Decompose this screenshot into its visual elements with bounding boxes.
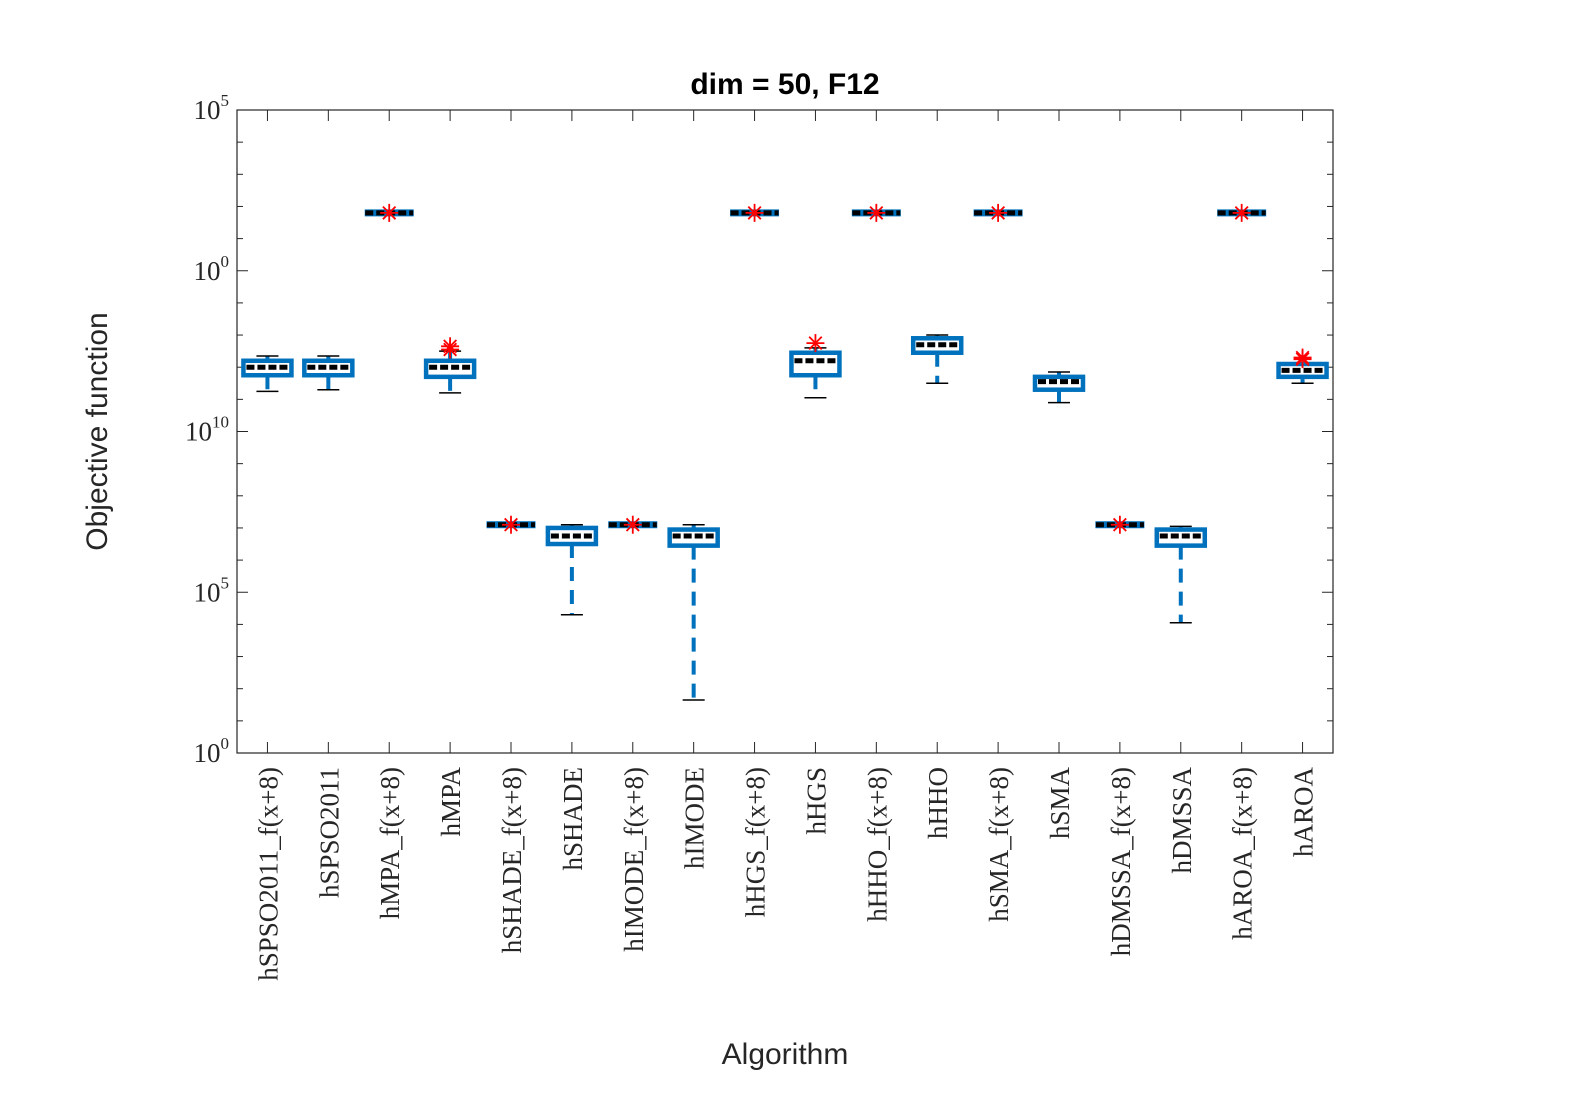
box-10 xyxy=(789,334,842,399)
x-tick-label: hDMSSA_f(x+8) xyxy=(1106,767,1136,956)
box xyxy=(1032,374,1086,392)
y-tick-exponent: 5 xyxy=(221,91,230,110)
x-tick-label: hSPSO2011_f(x+8) xyxy=(253,767,283,981)
box-8 xyxy=(667,523,720,701)
outlier-marker xyxy=(441,337,460,356)
box-2 xyxy=(302,355,355,391)
box-12 xyxy=(910,334,964,385)
outlier-marker xyxy=(1232,203,1251,222)
x-tick-label: hHGS_f(x+8) xyxy=(741,767,771,917)
axes-frame xyxy=(236,109,1334,754)
outlier-marker xyxy=(806,334,825,353)
box xyxy=(667,527,720,548)
x-tick-label: hSHADE xyxy=(558,767,588,871)
box-15 xyxy=(1095,515,1145,534)
box-13 xyxy=(973,203,1023,222)
y-tick-label: 105 xyxy=(194,91,230,125)
box xyxy=(241,358,294,378)
outlier-marker xyxy=(380,203,399,222)
y-tick-label: 100 xyxy=(194,252,230,286)
box xyxy=(789,350,842,378)
box-5 xyxy=(486,515,536,534)
box-18 xyxy=(1276,348,1329,385)
outlier-marker xyxy=(623,515,642,534)
box-3 xyxy=(364,203,414,222)
box-7 xyxy=(608,515,658,534)
x-tick-label: hSMA xyxy=(1045,767,1075,840)
y-axis-label: Objective function xyxy=(81,312,114,550)
box xyxy=(910,336,964,355)
box-14 xyxy=(1032,371,1086,404)
box-1 xyxy=(241,355,294,393)
box-11 xyxy=(851,203,901,222)
x-tick-label: hAROA xyxy=(1289,767,1319,858)
y-tick-base: 10 xyxy=(194,256,221,286)
x-axis-label: Algorithm xyxy=(722,1038,849,1071)
outlier-marker xyxy=(989,203,1008,222)
y-tick-exponent: 5 xyxy=(221,573,230,592)
box-6 xyxy=(545,523,599,616)
box xyxy=(1154,527,1208,548)
outlier-marker xyxy=(1110,515,1129,534)
x-axis: hSPSO2011_f(x+8) hSPSO2011 hMPA_f(x+8) hMPA… xyxy=(253,110,1319,981)
x-tick-label: hDMSSA xyxy=(1167,767,1197,874)
y-tick-label: 100 xyxy=(194,734,230,768)
box-16 xyxy=(1154,525,1208,624)
y-tick-label: 105 xyxy=(194,573,230,607)
outlier-marker xyxy=(1293,348,1312,367)
x-tick-label: hSHADE_f(x+8) xyxy=(497,767,527,953)
x-tick-label: hSPSO2011 xyxy=(314,767,344,898)
y-tick-base: 10 xyxy=(185,417,212,447)
outlier-marker xyxy=(745,203,764,222)
y-tick-exponent: 0 xyxy=(221,252,230,271)
x-tick-label: hHHO_f(x+8) xyxy=(862,767,892,922)
x-tick-label: hHGS xyxy=(801,767,831,835)
x-tick-label: hMPA_f(x+8) xyxy=(375,767,405,919)
box-17 xyxy=(1217,203,1267,222)
box xyxy=(545,525,599,547)
box-9 xyxy=(730,203,780,222)
outlier-marker xyxy=(867,203,886,222)
boxes xyxy=(241,203,1329,701)
x-tick-label: hSMA_f(x+8) xyxy=(984,767,1014,922)
box xyxy=(423,358,477,380)
y-tick-exponent: 10 xyxy=(212,413,229,432)
y-tick-base: 10 xyxy=(194,577,221,607)
x-tick-label: hHHO xyxy=(923,767,953,839)
y-tick-exponent: 0 xyxy=(221,734,230,753)
box xyxy=(302,358,355,378)
box-4 xyxy=(423,337,477,394)
outlier-marker xyxy=(502,515,520,534)
x-tick-label: hIMODE_f(x+8) xyxy=(619,767,649,952)
y-tick-base: 10 xyxy=(194,738,221,768)
chart-title: dim = 50, F12 xyxy=(690,68,879,101)
plot-area xyxy=(236,109,1334,754)
x-tick-label: hAROA_f(x+8) xyxy=(1228,767,1258,940)
x-tick-label: hIMODE xyxy=(680,767,710,869)
y-tick-base: 10 xyxy=(194,95,221,125)
x-tick-label: hMPA xyxy=(436,767,466,837)
y-tick-label: 1010 xyxy=(185,413,229,447)
